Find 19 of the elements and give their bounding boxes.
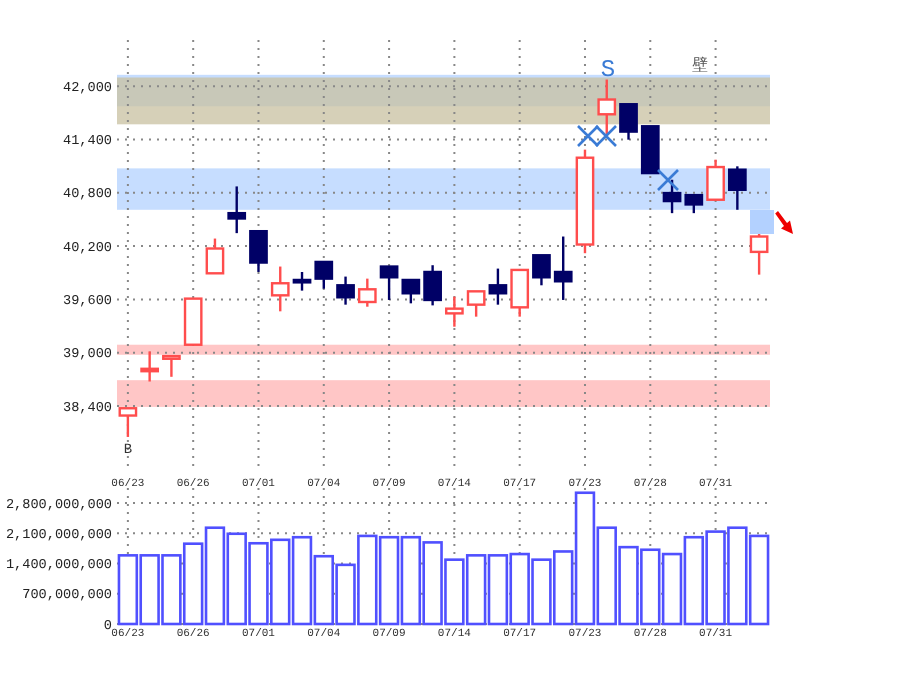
annotation: 壁 (692, 56, 708, 76)
candlestick (357, 277, 377, 308)
candlestick (205, 237, 225, 275)
candlestick (140, 350, 160, 383)
candlestick (445, 295, 464, 328)
candlestick (249, 229, 268, 274)
candlestick (118, 407, 138, 439)
candlestick (510, 268, 530, 318)
candlestick (706, 158, 725, 201)
candlestick (379, 265, 399, 302)
candlestick (488, 267, 508, 306)
candlestick (727, 165, 747, 211)
candlestick (227, 185, 247, 235)
candlestick (270, 265, 290, 313)
candlestick (336, 275, 355, 306)
annotation: S (600, 56, 616, 84)
candlestick (466, 290, 486, 318)
candlestick (183, 297, 203, 346)
candlestick (162, 354, 181, 378)
